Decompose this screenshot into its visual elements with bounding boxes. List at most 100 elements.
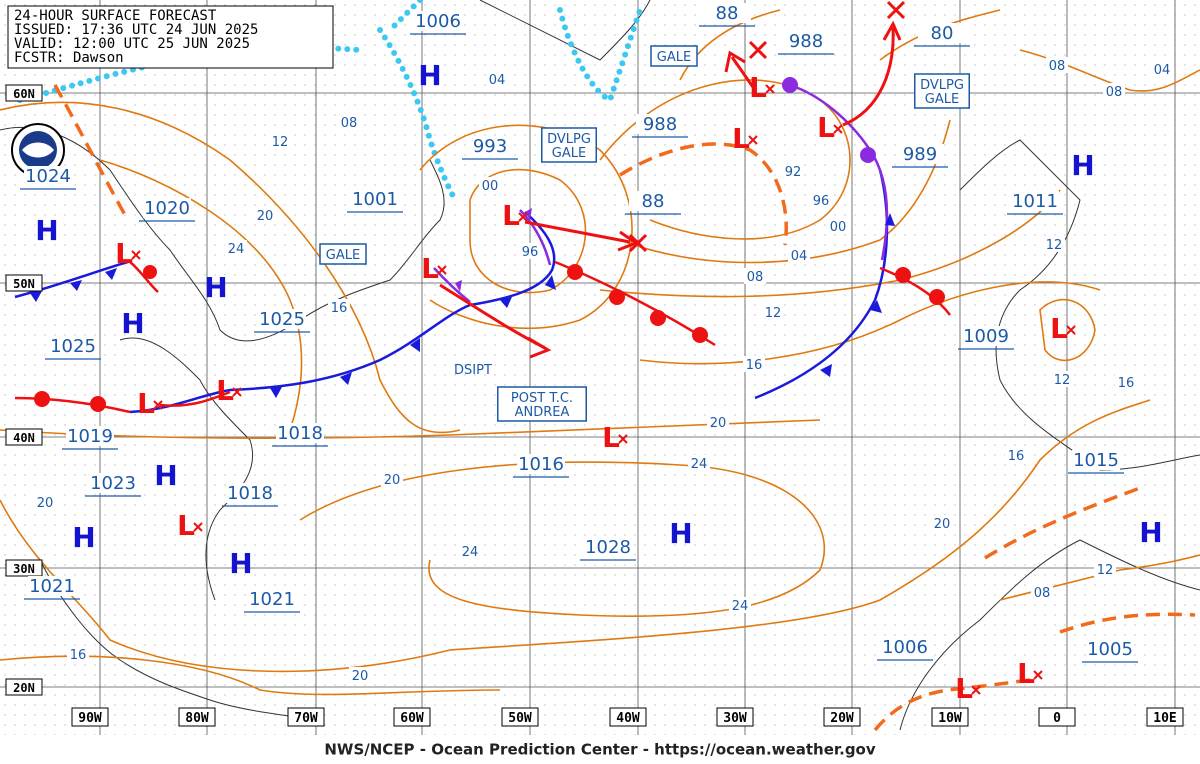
isobar-label: 24 [228,242,245,257]
low-center: L [817,111,835,144]
ice-edge [17,0,643,203]
isobar-label: 20 [710,416,727,431]
pressure-label: 1018 [227,483,273,504]
warning-label: GALE [925,92,959,107]
front-symbols [30,77,945,412]
pressure-label: 80 [931,23,954,44]
low-center-mark [618,434,628,444]
isobar-label: 20 [37,496,54,511]
pressure-label: 1019 [67,426,113,447]
map-background [0,0,1200,735]
pressure-label-bg [1011,191,1059,211]
low-center-mark [1066,325,1076,335]
isobar-label: 20 [352,669,369,684]
isobar-label: 08 [1106,85,1123,100]
low-center-mark [193,522,203,532]
pressure-label: 988 [643,114,677,135]
low-center-mark [232,387,242,397]
warning-label: ANDREA [515,405,570,420]
header-box [7,5,334,69]
longitude-label-box [609,707,647,727]
isobar-label-bg [479,177,501,193]
isobar-label-bg [743,356,765,372]
isobar-label-bg [762,304,784,320]
pressure-label-bg [636,114,684,134]
pressure-label: 989 [903,144,937,165]
longitude-label-box [178,707,216,727]
isobar-label-bg [486,71,508,87]
isobar-label: 20 [384,473,401,488]
latitude-label-box [5,559,43,577]
pressure-label-bg [24,166,72,186]
warning-box [650,45,698,67]
low-center-mark [131,250,141,260]
longitude-label: 90W [78,711,102,726]
isobar-label-bg [744,268,766,284]
pressure-label: 1020 [144,198,190,219]
longitude-label-box [716,707,754,727]
pressure-label-bg [1086,639,1134,659]
pressure-label-bg [703,3,751,23]
warning-label: GALE [552,146,586,161]
longitude-label-box [823,707,861,727]
isobar-label: 00 [830,220,847,235]
isobar-label-bg [1115,374,1137,390]
isobar-label: 16 [331,301,348,316]
low-center-mark [833,124,843,134]
longitude-label: 30W [723,711,747,726]
isobar-label: 16 [746,358,763,373]
isobar-label-bg [707,414,729,430]
longitude-label: 0 [1053,711,1061,726]
isobar-label-bg [328,299,350,315]
pressure-label: 1016 [518,454,564,475]
pressure-label-bg [962,326,1010,346]
isobar-label: 20 [257,209,274,224]
low-center: L [602,421,620,454]
longitude-label: 40W [616,711,640,726]
isobar-label-bg [1043,236,1065,252]
warning-label: POST T.C. [511,391,573,406]
isobar-label-bg [688,455,710,471]
longitude-label-box [1146,707,1184,727]
pressure-label-bg [49,336,97,356]
pressure-label-bg [896,144,944,164]
isobar-label-bg [381,471,403,487]
latitude-label: 20N [13,681,35,695]
pressure-label: 1025 [259,309,305,330]
pressure-label-bg [276,423,324,443]
isobar-label: 12 [1054,373,1071,388]
pressure-label-bg [414,11,462,31]
isobar-label: 12 [1046,238,1063,253]
annotation: DSIPT [454,363,492,378]
latitude-label: 40N [13,431,35,445]
warning-box [497,386,587,422]
isobar-label-bg [1046,57,1068,73]
low-center: L [137,387,155,420]
low-center-mark [1033,670,1043,680]
pressure-label: 1024 [25,166,71,187]
low-center: L [502,199,520,232]
low-center-mark [765,84,775,94]
high-center: H [418,59,441,92]
isobar-label: 24 [732,599,749,614]
longitude-label: 20W [830,711,854,726]
low-center: L [955,672,973,705]
pressure-label-bg [466,136,514,156]
isobar-label: 16 [1008,449,1025,464]
footer: NWS/NCEP - Ocean Prediction Center - htt… [324,741,876,759]
pressure-label-bg [66,426,114,446]
pressure-label: 1011 [1012,191,1058,212]
isobar-label: 16 [1118,376,1135,391]
footer-band [0,735,1200,764]
isobar-label-bg [729,597,751,613]
warning-label: DVLPG [920,78,964,93]
pressure-label: 1006 [415,11,461,32]
low-center: L [749,71,767,104]
header-issued: ISSUED: 17:36 UTC 24 JUN 2025 [14,22,258,38]
pressure-label: 1025 [50,336,96,357]
latitude-label-box [5,678,43,696]
isobar-label: 24 [691,457,708,472]
warning-label: DVLPG [547,132,591,147]
warning-label: GALE [657,50,691,65]
high-center: H [669,517,692,550]
